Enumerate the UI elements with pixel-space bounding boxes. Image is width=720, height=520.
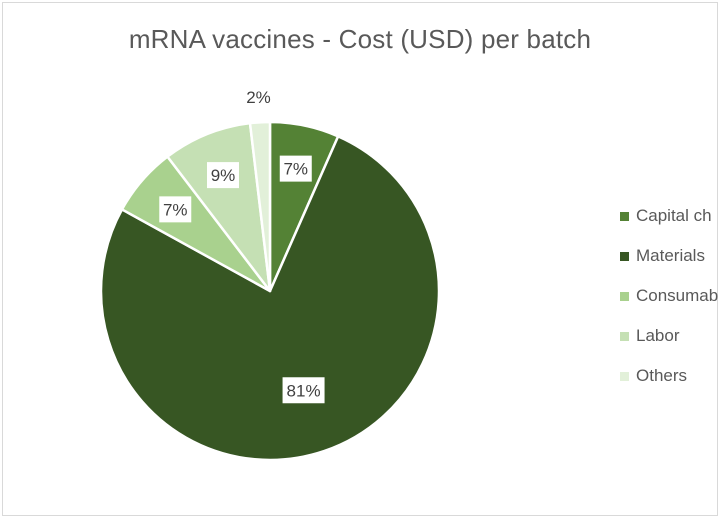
legend-item: Others bbox=[620, 356, 720, 396]
legend-item: Materials bbox=[620, 236, 720, 276]
legend-label: Materials bbox=[636, 246, 705, 265]
data-label: 7% bbox=[283, 160, 308, 179]
chart-legend: Capital ch Materials Consumab Labor Others bbox=[620, 196, 720, 396]
legend-label: Others bbox=[636, 366, 688, 385]
data-label: 7% bbox=[163, 200, 188, 219]
legend-label: Consumab bbox=[636, 286, 719, 305]
data-label: 81% bbox=[287, 381, 321, 400]
legend-swatch bbox=[620, 331, 629, 341]
data-label: 9% bbox=[211, 166, 236, 185]
legend-swatch bbox=[620, 251, 629, 261]
legend-label: Capital ch bbox=[636, 206, 712, 225]
pie-slice-others bbox=[248, 120, 272, 293]
legend-swatch bbox=[620, 371, 629, 381]
pie-slice-materials bbox=[99, 135, 441, 462]
legend-swatch bbox=[620, 291, 629, 301]
legend-swatch bbox=[620, 211, 629, 221]
data-label: 2% bbox=[246, 88, 271, 107]
chart-title: mRNA vaccines - Cost (USD) per batch bbox=[128, 24, 592, 54]
legend-label: Labor bbox=[636, 326, 680, 345]
data-label-box bbox=[159, 196, 192, 223]
pie-slice-labor bbox=[166, 121, 272, 293]
legend-item: Capital ch bbox=[620, 196, 720, 236]
data-label-box bbox=[206, 162, 239, 189]
data-label-box bbox=[282, 377, 325, 404]
data-label-box bbox=[279, 155, 312, 182]
legend-item: Labor bbox=[620, 316, 720, 356]
legend-item: Consumab bbox=[620, 276, 720, 316]
